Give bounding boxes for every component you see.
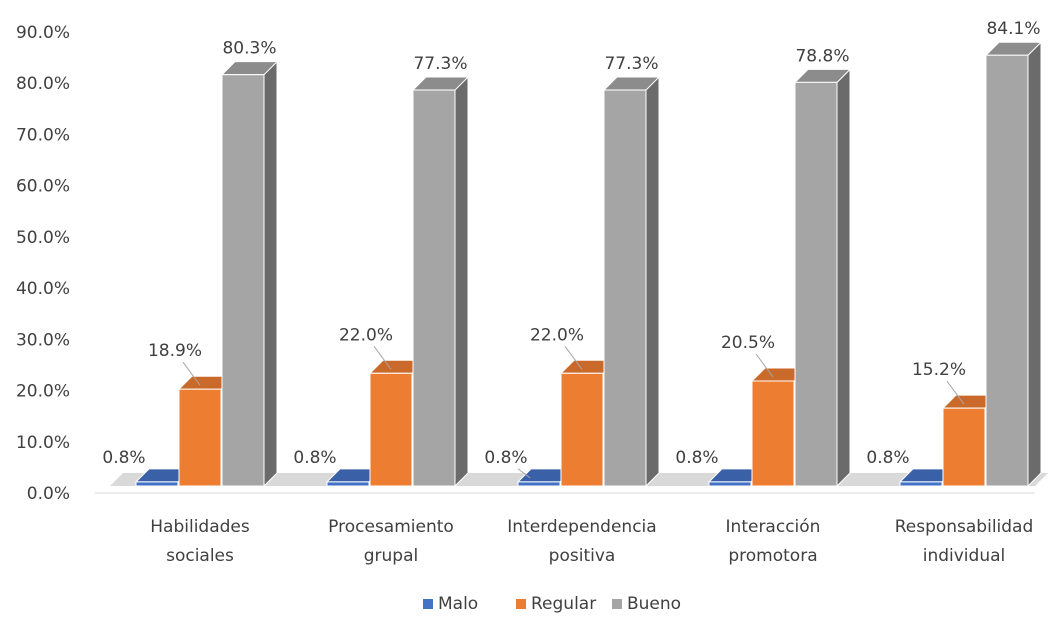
bar [412, 89, 456, 487]
bar-side [645, 75, 660, 488]
legend-swatch [516, 599, 526, 609]
y-tick-label: 10.0% [16, 433, 70, 453]
data-label: 77.3% [413, 54, 467, 74]
x-tick-label: Interdependencia [507, 517, 656, 537]
label-leader-line [755, 353, 774, 378]
data-label: 15.2% [912, 360, 966, 380]
legend-swatch [423, 599, 433, 609]
y-tick-label: 60.0% [16, 177, 70, 197]
bar [751, 380, 795, 487]
data-label: 0.8% [293, 448, 336, 468]
data-label: 80.3% [222, 39, 276, 59]
data-label: 77.3% [604, 54, 658, 74]
data-label: 22.0% [530, 325, 584, 345]
bar-side [836, 68, 851, 488]
bar [560, 372, 604, 487]
y-tick-label: 80.0% [16, 74, 70, 94]
x-axis-labels: Habilidades sociales Procesamiento grupal In… [150, 517, 1033, 566]
x-tick-label: Interacción [726, 517, 821, 537]
label-leader-line [946, 380, 965, 405]
y-tick-label: 20.0% [16, 382, 70, 402]
x-tick-label: individual [923, 546, 1006, 566]
x-tick-label: Habilidades [150, 517, 250, 537]
data-label: 0.8% [866, 448, 909, 468]
x-tick-label: promotora [728, 546, 817, 566]
x-tick-label: sociales [166, 546, 234, 566]
x-tick-label: grupal [364, 546, 419, 566]
bar [369, 372, 413, 487]
y-tick-label: 70.0% [16, 125, 70, 145]
y-tick-label: 90.0% [16, 23, 70, 43]
bar-side [263, 60, 278, 488]
y-tick-label: 50.0% [16, 228, 70, 248]
bar [985, 54, 1029, 487]
label-leader-line [517, 468, 531, 479]
bar-side [1027, 41, 1042, 488]
legend-swatch [612, 599, 622, 609]
data-label: 18.9% [148, 341, 202, 361]
y-tick-label: 40.0% [16, 279, 70, 299]
bar [326, 481, 370, 487]
legend-entry: Malo [438, 594, 478, 614]
x-tick-label: positiva [549, 546, 616, 566]
data-label: 84.1% [986, 19, 1040, 39]
y-tick-label: 30.0% [16, 330, 70, 350]
label-leader-line [373, 346, 392, 370]
data-label: 0.8% [484, 448, 527, 468]
y-axis: 0.0% 10.0% 20.0% 30.0% 40.0% 50.0% 60.0% 70.0% 8… [16, 23, 70, 504]
legend-entry: Regular [531, 594, 596, 614]
y-tick-label: 0.0% [27, 484, 70, 504]
bar [942, 407, 986, 487]
data-label: 20.5% [721, 333, 775, 353]
bar [794, 81, 838, 487]
label-leader-line [182, 361, 201, 386]
bar [517, 481, 561, 487]
bar [708, 481, 752, 487]
legend: Malo Regular Bueno [423, 594, 681, 614]
x-tick-label: Responsabilidad [895, 517, 1034, 537]
bar [135, 481, 179, 487]
bar [603, 89, 647, 487]
data-label: 78.8% [795, 46, 849, 66]
x-tick-label: Procesamiento [328, 517, 454, 537]
bar [899, 481, 943, 487]
data-label: 22.0% [339, 325, 393, 345]
label-leader-line [564, 346, 583, 370]
data-label: 0.8% [675, 448, 718, 468]
bars [134, 41, 1043, 488]
bar [221, 74, 265, 487]
data-label: 0.8% [102, 448, 145, 468]
bar [178, 388, 222, 487]
bar-side [454, 75, 469, 488]
legend-entry: Bueno [627, 594, 681, 614]
data-labels: 0.8% 18.9% 80.3% 0.8% 22.0% 77.3% 0.8% 22.0% 77.… [102, 19, 1041, 479]
